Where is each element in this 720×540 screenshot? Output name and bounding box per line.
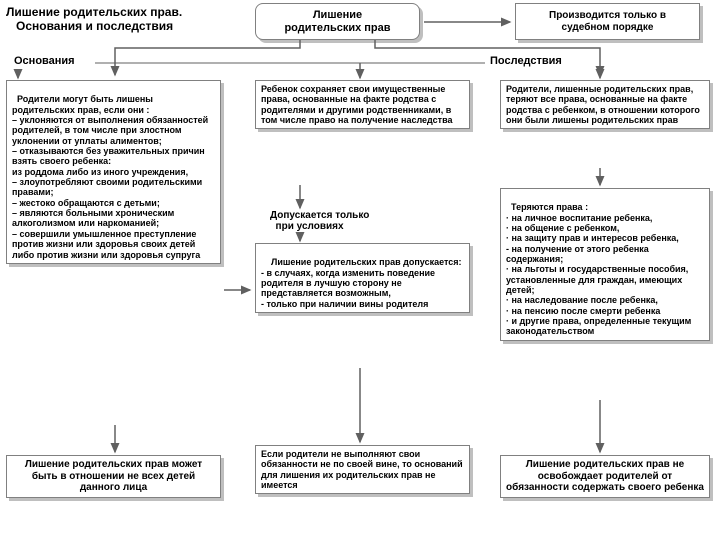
- allowed-hdr-l1: Допускается только: [270, 210, 369, 221]
- parents-lose-box: Родители, лишенные родительских прав, те…: [500, 80, 710, 129]
- no-release-box: Лишение родительских прав не освобождает…: [500, 455, 710, 498]
- no-fault-text: Если родители не выполняют свои обязанно…: [261, 449, 463, 490]
- grounds-box: Родители могут быть лишены родительских …: [6, 80, 221, 264]
- allowed-header: Допускается только при условиях: [270, 210, 369, 232]
- consequences-header: Последствия: [490, 55, 562, 67]
- rights-lost-box: Теряются права : · на личное воспитание …: [500, 188, 710, 341]
- court-only-l1: Производится только в: [518, 10, 697, 22]
- title-line2: Основания и последствия: [6, 19, 182, 33]
- not-all-children-box: Лишение родительских прав может быть в о…: [6, 455, 221, 498]
- grounds-header: Основания: [14, 55, 75, 67]
- rights-lost-text: Теряются права : · на личное воспитание …: [506, 202, 694, 336]
- not-all-children-text: Лишение родительских прав может быть в о…: [25, 459, 202, 493]
- allowed-hdr-l2: при условиях: [270, 221, 369, 232]
- court-only-l2: судебном порядке: [518, 22, 697, 34]
- page-title: Лишение родительских прав. Основания и п…: [6, 5, 182, 34]
- no-release-text: Лишение родительских прав не освобождает…: [506, 459, 704, 493]
- allowed-conditions-box: Лишение родительских прав допускается: -…: [255, 243, 470, 313]
- allowed-conditions-text: Лишение родительских прав допускается: -…: [261, 257, 462, 308]
- parents-lose-text: Родители, лишенные родительских прав, те…: [506, 84, 700, 125]
- main-concept-l1: Лишение: [258, 9, 417, 22]
- main-concept-l2: родительских прав: [258, 22, 417, 35]
- title-line1: Лишение родительских прав.: [6, 5, 182, 19]
- main-concept-box: Лишение родительских прав: [255, 3, 420, 40]
- court-only-box: Производится только в судебном порядке: [515, 3, 700, 40]
- grounds-text: Родители могут быть лишены родительских …: [12, 94, 211, 259]
- child-rights-text: Ребенок сохраняет свои имущественные пра…: [261, 84, 452, 125]
- no-fault-box: Если родители не выполняют свои обязанно…: [255, 445, 470, 494]
- child-rights-box: Ребенок сохраняет свои имущественные пра…: [255, 80, 470, 129]
